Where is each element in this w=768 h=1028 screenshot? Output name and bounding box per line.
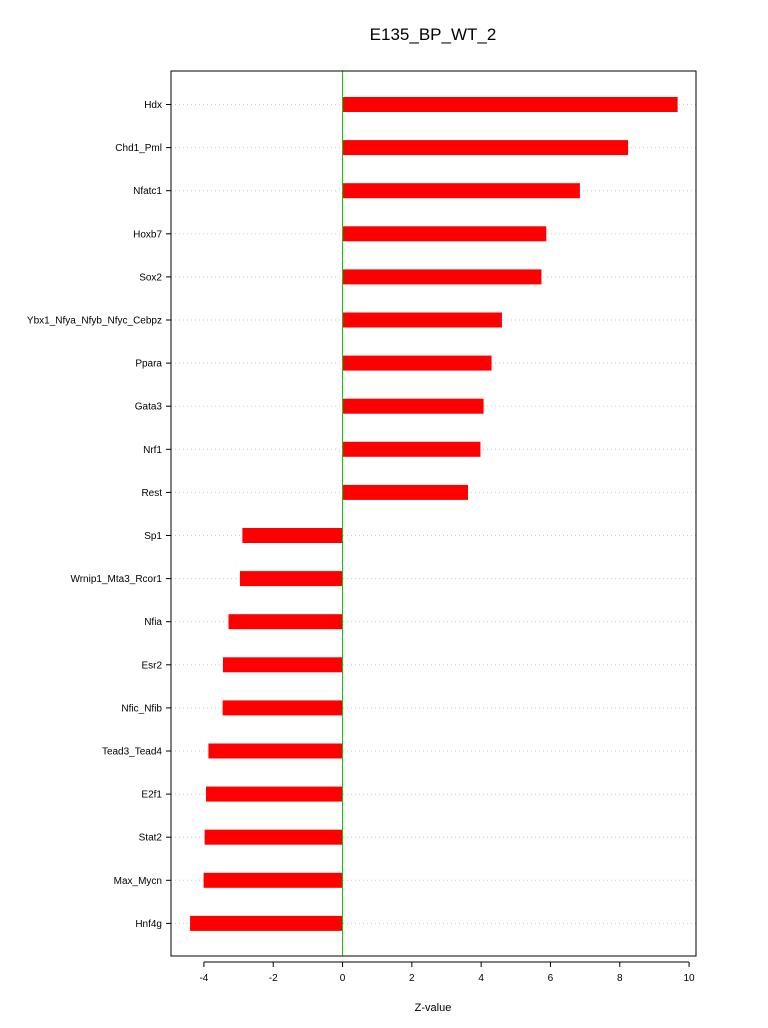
bar	[342, 183, 580, 199]
x-tick-label: 2	[409, 973, 415, 984]
category-label: Sp1	[144, 531, 162, 542]
category-label: Nrf1	[143, 445, 162, 456]
x-tick-label: -4	[199, 973, 208, 984]
x-tick-label: 0	[340, 973, 346, 984]
bar	[342, 226, 547, 242]
x-tick-label: 6	[548, 973, 554, 984]
x-tick-label: 10	[684, 973, 696, 984]
bar	[228, 614, 343, 630]
chart-title: E135_BP_WT_2	[370, 25, 497, 44]
category-label: Nfatc1	[133, 186, 162, 197]
bar	[222, 700, 343, 716]
x-tick-label: -2	[269, 973, 278, 984]
bar	[206, 786, 343, 802]
category-label: Hdx	[144, 100, 162, 111]
x-tick-label: 4	[478, 973, 484, 984]
category-label: Hoxb7	[133, 229, 162, 240]
category-label: Rest	[141, 488, 162, 499]
category-label: Sox2	[139, 272, 162, 283]
category-label: Wrnip1_Mta3_Rcor1	[70, 574, 162, 585]
x-tick-label: 8	[617, 973, 623, 984]
category-label: Stat2	[139, 833, 163, 844]
bar	[342, 398, 484, 414]
bar	[208, 743, 343, 759]
bar	[342, 269, 542, 285]
bar	[342, 312, 502, 328]
bar	[342, 355, 492, 371]
category-label: Ppara	[135, 359, 162, 370]
category-label: Esr2	[141, 660, 162, 671]
category-label: Chd1_Pml	[115, 143, 162, 154]
bar	[242, 528, 343, 543]
category-label: Tead3_Tead4	[102, 747, 162, 758]
bar	[239, 571, 343, 587]
category-label: Max_Mycn	[114, 876, 162, 887]
bar	[342, 140, 629, 156]
bar	[342, 97, 678, 112]
bar	[190, 915, 343, 931]
bar	[342, 484, 468, 500]
category-label: E2f1	[141, 790, 162, 801]
category-label: Nfic_Nfib	[121, 703, 162, 714]
category-label: Hnf4g	[135, 919, 162, 930]
bar	[342, 441, 481, 457]
category-label: Nfia	[144, 617, 162, 628]
category-label: Ybx1_Nfya_Nfyb_Nfyc_Cebpz	[27, 316, 162, 327]
bar	[204, 829, 343, 845]
x-axis-title: Z-value	[415, 1002, 452, 1014]
plot-area: Hdx Chd1_Pml Nfatc1 Hoxb7 Sox2 Ybx1_Nfya_Nfyb…	[27, 70, 697, 984]
bar	[222, 657, 343, 673]
bar	[203, 872, 343, 888]
plot-frame	[170, 70, 697, 957]
category-label: Gata3	[135, 402, 163, 413]
